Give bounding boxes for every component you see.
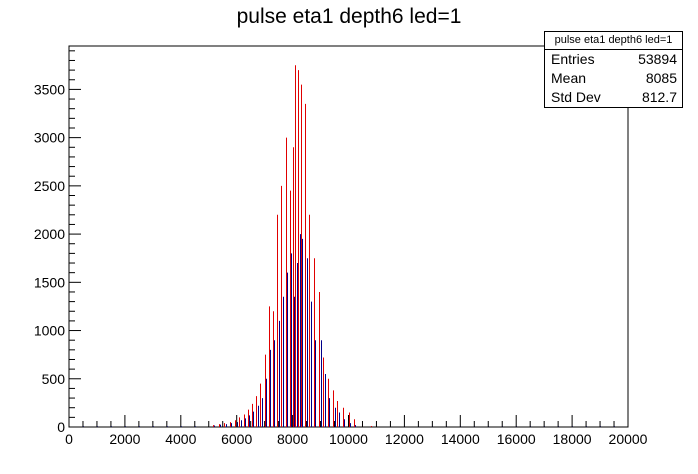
x-tick-label: 0 xyxy=(65,431,73,447)
stats-title: pulse eta1 depth6 led=1 xyxy=(545,32,682,50)
x-tick-label: 4000 xyxy=(165,431,196,447)
y-tick-label: 0 xyxy=(57,419,65,435)
y-tick-label: 3000 xyxy=(34,130,65,146)
stats-row-stddev: Std Dev 812.7 xyxy=(545,88,682,107)
y-tick-label: 500 xyxy=(42,371,66,387)
stats-label: Mean xyxy=(551,70,587,86)
x-tick-label: 2000 xyxy=(109,431,140,447)
x-tick-label: 14000 xyxy=(441,431,480,447)
x-tick-label: 16000 xyxy=(497,431,536,447)
histogram-bars xyxy=(83,65,615,427)
stats-value: 8085 xyxy=(645,70,677,86)
stats-label: Entries xyxy=(551,51,595,67)
y-tick-label: 3500 xyxy=(34,81,65,97)
stats-value: 53894 xyxy=(638,51,677,67)
stats-value: 812.7 xyxy=(641,89,677,105)
x-tick-label: 18000 xyxy=(553,431,592,447)
stats-row-mean: Mean 8085 xyxy=(545,69,682,88)
y-tick-label: 2000 xyxy=(34,226,65,242)
stats-label: Std Dev xyxy=(551,89,601,105)
x-axis: 0 2000 4000 6000 8000 10000 12000 14000 16000 180… xyxy=(65,415,648,447)
y-axis: 0 500 1000 1500 2000 2500 3000 3500 xyxy=(34,50,81,435)
chart-title: pulse eta1 depth6 led=1 xyxy=(236,5,462,28)
y-tick-label: 1000 xyxy=(34,323,65,339)
y-tick-label: 1500 xyxy=(34,274,65,290)
x-tick-label: 10000 xyxy=(329,431,368,447)
x-tick-label: 8000 xyxy=(277,431,308,447)
stats-box: pulse eta1 depth6 led=1 Entries 53894 Me… xyxy=(544,31,683,108)
stats-row-entries: Entries 53894 xyxy=(545,50,682,69)
y-tick-label: 2500 xyxy=(34,178,65,194)
x-tick-label: 6000 xyxy=(221,431,252,447)
x-tick-label: 20000 xyxy=(609,431,648,447)
x-tick-label: 12000 xyxy=(385,431,424,447)
